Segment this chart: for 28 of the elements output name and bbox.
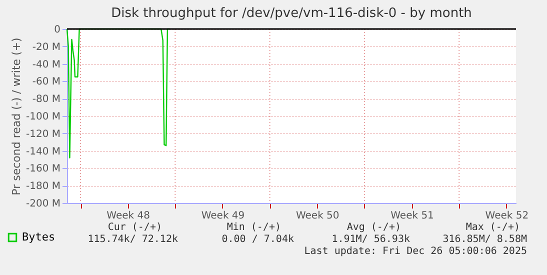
y-tick-label: -60 M — [32, 76, 60, 88]
x-tick-label: Week 50 — [296, 210, 340, 222]
y-tick-label: 0 — [54, 24, 60, 36]
x-tick-label: Week 48 — [106, 210, 150, 222]
x-tick-label: Week 51 — [390, 210, 434, 222]
y-tick-label: -180 M — [26, 181, 60, 192]
text: 115.74k/ 72.12k — [88, 234, 178, 245]
x-tick-label: Week 52 — [485, 210, 529, 222]
y-tick-label: -80 M — [32, 94, 60, 106]
y-tick-label: -160 M — [26, 164, 60, 175]
y-tick-label: -40 M — [32, 59, 60, 70]
text: 0.00 / 7.04k — [222, 234, 294, 245]
y-tick-label: -140 M — [26, 146, 60, 158]
text: Avg (-/+) — [346, 222, 401, 233]
chart-title: Disk throughput for /dev/pve/vm-116-disk-0 - by month — [111, 6, 472, 21]
text: Min (-/+) — [226, 222, 281, 233]
text: 316.85M/ 8.58M — [442, 234, 527, 245]
y-tick-label: -200 M — [26, 198, 60, 210]
legend-label: Bytes — [22, 230, 56, 244]
y-tick-label: -20 M — [32, 42, 60, 53]
x-tick-label: Week 49 — [201, 210, 245, 222]
y-tick-label: -120 M — [26, 128, 60, 140]
text: 1.91M/ 56.93k — [332, 234, 410, 245]
y-tick-label: -100 M — [26, 112, 60, 122]
text: Cur (-/+) — [108, 222, 162, 233]
y-axis-title: Pr second read (-) / write (+) — [10, 38, 23, 196]
text: Max (-/+) — [466, 222, 520, 233]
text: Last update: Fri Dec 26 05:00:06 2025 — [304, 246, 527, 257]
